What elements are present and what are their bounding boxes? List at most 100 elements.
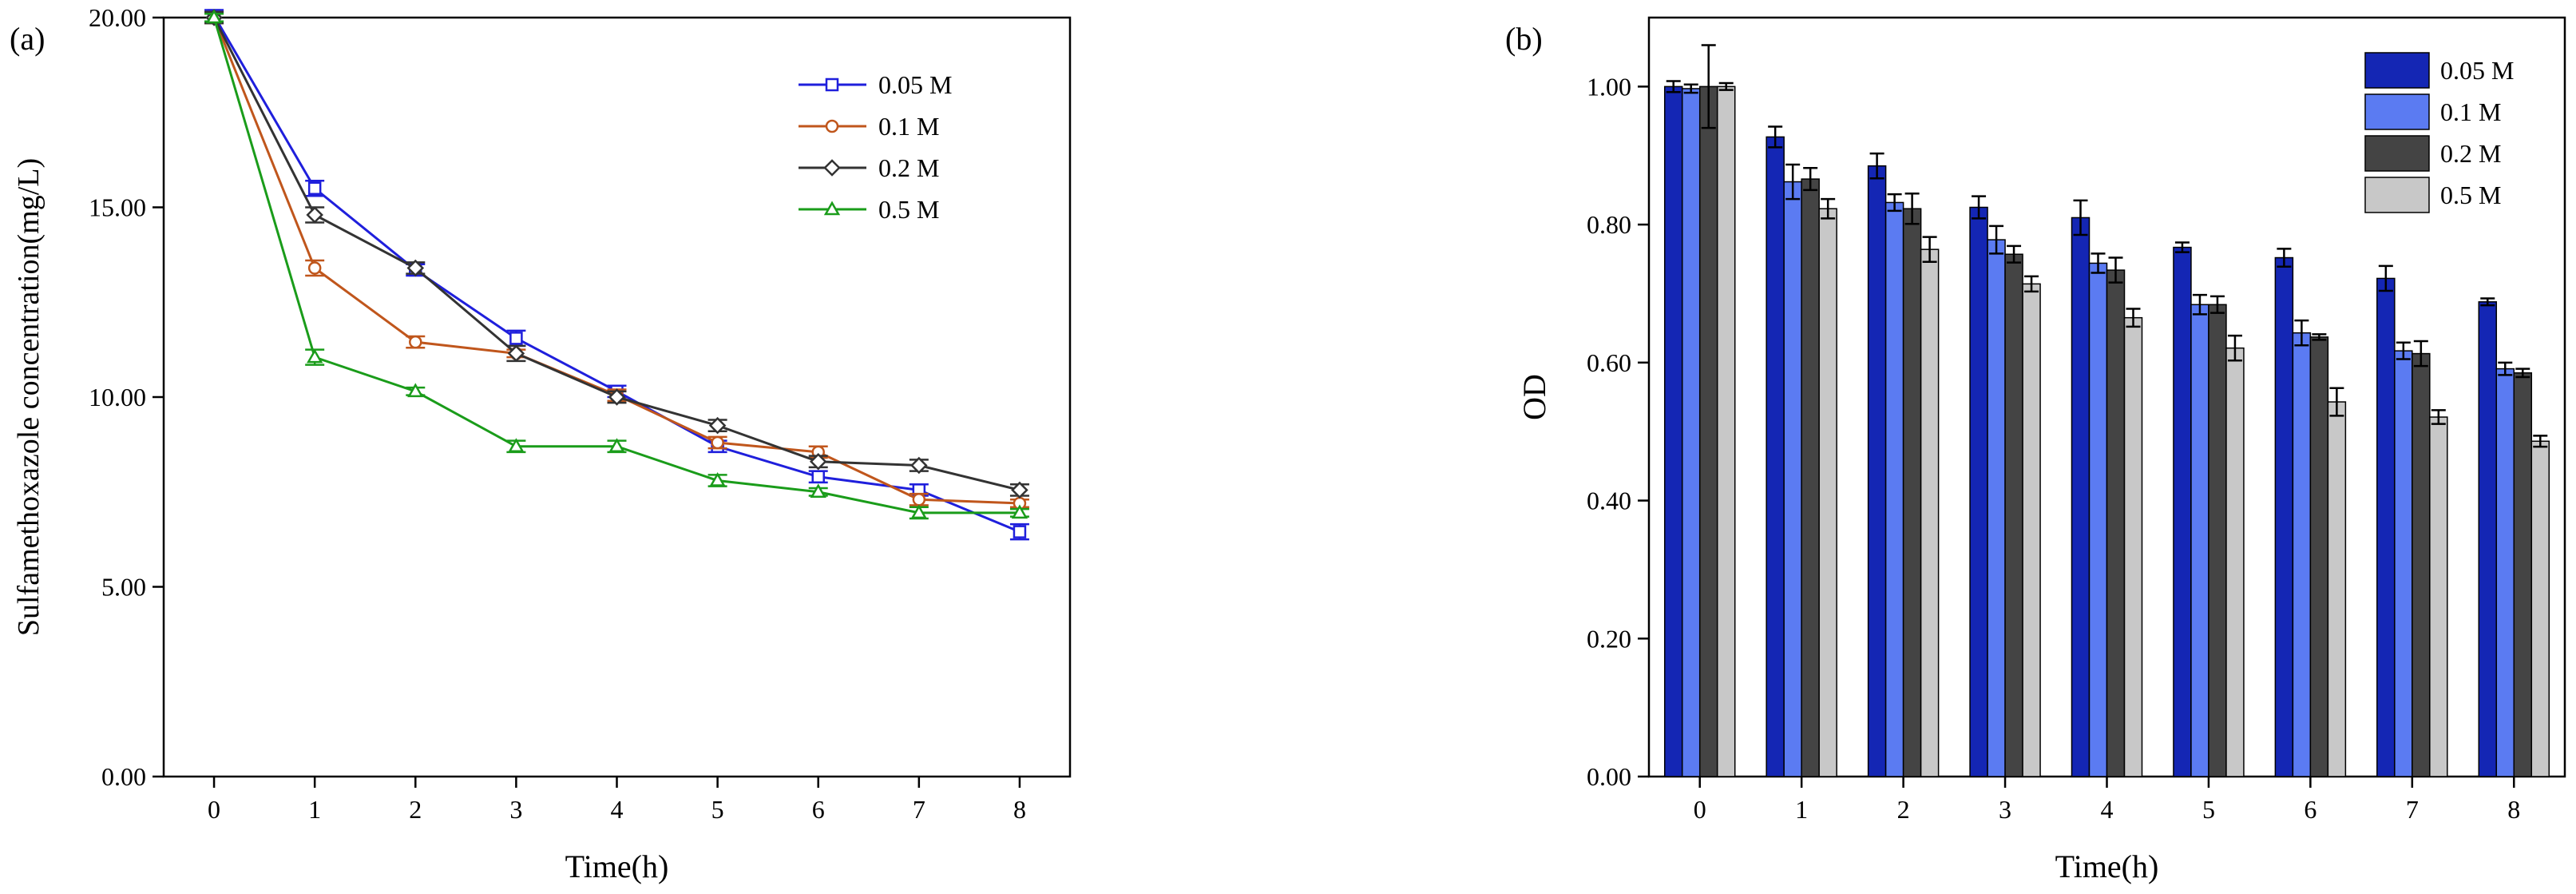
y-axis-label-b: OD <box>1516 374 1552 420</box>
bar-b <box>1867 165 1887 777</box>
x-tick-label-b: 5 <box>2202 795 2215 824</box>
y-axis-label-a: Sulfamethoxazole concentration(mg/L) <box>12 158 46 636</box>
bar-b <box>1987 239 2006 777</box>
data-point-a <box>307 181 322 195</box>
data-point-a <box>910 456 928 475</box>
bar-b <box>1663 85 1683 777</box>
y-tick-label-b: 0.20 <box>1587 624 1631 653</box>
bar-b <box>1801 178 1820 777</box>
data-point-a <box>407 383 424 398</box>
y-tick-label-a: 15.00 <box>89 193 146 222</box>
x-tick-label-a: 6 <box>812 795 825 824</box>
bar-b <box>1766 136 1785 777</box>
data-point-a <box>1011 504 1028 519</box>
legend-label-b: 0.2 M <box>2440 139 2501 168</box>
data-point-a <box>1013 525 1027 538</box>
bar-b <box>2274 256 2294 777</box>
legend-marker-a <box>825 77 839 92</box>
panel-label-a: (a) <box>10 21 45 57</box>
legend-label-a: 0.5 M <box>878 195 939 224</box>
data-point-a <box>608 388 626 406</box>
data-point-a <box>409 335 422 349</box>
data-point-a <box>810 483 826 498</box>
bar-b <box>2173 246 2192 777</box>
bar-b <box>1716 85 1736 777</box>
data-point-a <box>507 344 525 363</box>
y-tick-label-b: 0.00 <box>1587 762 1631 791</box>
data-point-a <box>205 9 223 24</box>
bar-b <box>2376 277 2396 777</box>
bar-b <box>2022 283 2041 777</box>
bar-b <box>2495 368 2515 777</box>
y-tick-label-a: 10.00 <box>89 383 146 411</box>
bar-b <box>2530 440 2550 777</box>
legend-marker-a <box>825 119 839 133</box>
data-point-a <box>1011 481 1028 499</box>
legend-label-a: 0.05 M <box>878 70 952 99</box>
x-tick-label-b: 3 <box>1999 795 2011 824</box>
y-tick-label-b: 0.80 <box>1587 210 1631 239</box>
x-tick-label-b: 6 <box>2304 795 2316 824</box>
bar-b <box>2394 350 2413 777</box>
x-axis-label-a: Time(h) <box>565 848 669 884</box>
bar-b <box>2004 253 2023 777</box>
bar-b <box>1920 248 1940 777</box>
chart-a-sulfamethoxazole-line: (a) 0.00 5.00 10.00 15.00 20.00 0 1 2 3 4 5 6 7 8 Time(… <box>10 3 1072 884</box>
x-tick-label-b: 0 <box>1694 795 1706 824</box>
bar-b <box>2429 416 2448 777</box>
bar-b <box>2225 347 2245 777</box>
series-a-05M <box>204 9 1029 520</box>
x-tick-label-a: 2 <box>409 795 422 824</box>
data-point-a <box>306 206 323 224</box>
x-tick-label-a: 3 <box>509 795 522 824</box>
x-tick-label-a: 4 <box>611 795 624 824</box>
bar-b <box>2309 336 2329 777</box>
x-tick-label-a: 8 <box>1013 795 1026 824</box>
y-tick-label-a: 5.00 <box>101 573 146 602</box>
bar-b <box>1681 88 1701 777</box>
legend-label-b: 0.05 M <box>2440 56 2514 85</box>
bar-b <box>1969 206 1988 777</box>
data-point-a <box>711 435 724 450</box>
bar-b <box>1783 181 1802 777</box>
legend-label-b: 0.5 M <box>2440 181 2501 209</box>
y-tick-label-b: 1.00 <box>1587 72 1631 101</box>
data-point-a <box>508 438 525 452</box>
bar-b <box>2327 401 2347 777</box>
bar-b <box>2088 262 2108 777</box>
legend-swatch-b <box>2364 135 2430 172</box>
bar-b <box>2478 301 2498 777</box>
bar-b <box>1902 208 1922 777</box>
bar-b <box>2208 304 2227 777</box>
y-tick-label-a: 20.00 <box>89 3 146 32</box>
x-tick-label-a: 7 <box>913 795 925 824</box>
bar-b <box>2106 269 2126 777</box>
x-tick-label-b: 8 <box>2507 795 2520 824</box>
data-point-a <box>912 493 926 507</box>
bar-b <box>2292 332 2312 777</box>
y-tick-label-a: 0.00 <box>101 762 146 791</box>
legend-label-a: 0.2 M <box>878 153 939 182</box>
chart-b-od-bar: (b) 0.00 0.20 0.40 0.60 0.80 1.00 0 1 2 3 4 5 6 7 8 Time… <box>1505 16 2566 884</box>
x-tick-label-a: 5 <box>711 795 724 824</box>
data-point-a <box>406 259 425 277</box>
legend-label-b: 0.1 M <box>2440 97 2501 126</box>
bar-b <box>2190 304 2209 777</box>
bar-b <box>2071 217 2091 777</box>
x-tick-label-b: 4 <box>2101 795 2114 824</box>
data-point-a <box>307 261 322 275</box>
x-tick-label-a: 1 <box>308 795 321 824</box>
x-tick-label-b: 2 <box>1897 795 1910 824</box>
data-point-a <box>809 452 827 471</box>
data-point-a <box>307 348 323 364</box>
legend-swatch-b <box>2364 177 2430 213</box>
bar-b <box>2513 372 2533 777</box>
bar-b <box>2123 316 2143 777</box>
data-point-a <box>509 332 523 345</box>
legend-marker-a <box>823 159 841 177</box>
x-tick-label-b: 7 <box>2406 795 2419 824</box>
bar-b <box>1698 85 1718 777</box>
legend-swatch-b <box>2364 93 2430 130</box>
data-point-a <box>709 471 726 487</box>
